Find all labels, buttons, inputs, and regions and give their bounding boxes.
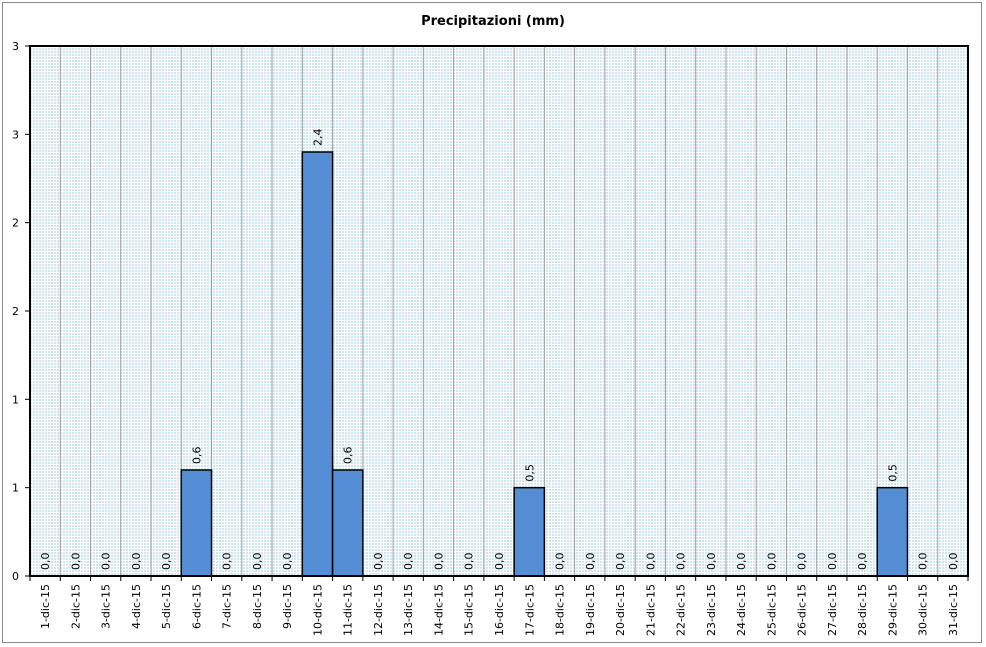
bar-10-dic-15 (301, 151, 334, 577)
data-label-16-dic-15: 0,0 (493, 553, 506, 571)
x-tick-label-31-dic-15: 31-dic-15 (947, 584, 960, 636)
data-label-14-dic-15: 0,0 (432, 553, 445, 571)
y-tick-label: 3 (12, 128, 19, 141)
x-axis-ticks: 1-dic-15 2-dic-15 3-dic-15 4-dic-15 5-dic-15… (29, 576, 969, 636)
bar-29-dic-15 (876, 486, 909, 577)
x-tick-label-28-dic-15: 28-dic-15 (856, 584, 869, 636)
x-tick-label-24-dic-15: 24-dic-15 (735, 584, 748, 636)
data-label-19-dic-15: 0,0 (584, 553, 597, 571)
data-label-12-dic-15: 0,0 (372, 553, 385, 571)
data-label-4-dic-15: 0,0 (130, 553, 143, 571)
data-label-23-dic-15: 0,0 (705, 553, 718, 571)
x-tick-label-26-dic-15: 26-dic-15 (796, 584, 809, 636)
x-tick-label-22-dic-15: 22-dic-15 (675, 584, 688, 636)
data-label-31-dic-15: 0,0 (947, 553, 960, 571)
data-label-15-dic-15: 0,0 (463, 553, 476, 571)
x-tick-label-5-dic-15: 5-dic-15 (160, 584, 173, 629)
y-tick-label: 2 (12, 217, 19, 230)
data-label-13-dic-15: 0,0 (402, 553, 415, 571)
x-tick-label-14-dic-15: 14-dic-15 (432, 584, 445, 636)
bar-6-dic-15 (180, 469, 213, 577)
data-label-5-dic-15: 0,0 (160, 553, 173, 571)
x-tick-label-7-dic-15: 7-dic-15 (221, 584, 234, 629)
x-tick-label-16-dic-15: 16-dic-15 (493, 584, 506, 636)
data-label-25-dic-15: 0,0 (765, 553, 778, 571)
x-tick-label-1-dic-15: 1-dic-15 (39, 584, 52, 629)
data-label-7-dic-15: 0,0 (221, 553, 234, 571)
data-label-6-dic-15: 0,6 (190, 447, 203, 465)
x-tick-label-15-dic-15: 15-dic-15 (463, 584, 476, 636)
data-label-3-dic-15: 0,0 (100, 553, 113, 571)
x-tick-label-23-dic-15: 23-dic-15 (705, 584, 718, 636)
x-tick-label-13-dic-15: 13-dic-15 (402, 584, 415, 636)
data-label-1-dic-15: 0,0 (39, 553, 52, 571)
x-tick-label-11-dic-15: 11-dic-15 (342, 584, 355, 636)
x-tick-label-2-dic-15: 2-dic-15 (69, 584, 82, 629)
y-tick-label: 1 (12, 393, 19, 406)
data-label-9-dic-15: 0,0 (281, 553, 294, 571)
data-label-27-dic-15: 0,0 (826, 553, 839, 571)
data-label-8-dic-15: 0,0 (251, 553, 264, 571)
data-label-10-dic-15: 2,4 (311, 129, 324, 147)
y-tick-label: 2 (12, 305, 19, 318)
x-tick-label-12-dic-15: 12-dic-15 (372, 584, 385, 636)
y-tick-label: 3 (12, 40, 19, 53)
y-tick-label: 0 (12, 570, 19, 583)
x-tick-label-27-dic-15: 27-dic-15 (826, 584, 839, 636)
x-tick-label-30-dic-15: 30-dic-15 (917, 584, 930, 636)
x-tick-label-4-dic-15: 4-dic-15 (130, 584, 143, 629)
x-tick-label-20-dic-15: 20-dic-15 (614, 584, 627, 636)
x-tick-label-6-dic-15: 6-dic-15 (190, 584, 203, 629)
data-label-26-dic-15: 0,0 (796, 553, 809, 571)
x-tick-label-29-dic-15: 29-dic-15 (886, 584, 899, 636)
x-tick-label-9-dic-15: 9-dic-15 (281, 584, 294, 629)
data-label-20-dic-15: 0,0 (614, 553, 627, 571)
bars (180, 151, 909, 577)
bar-11-dic-15 (331, 469, 364, 577)
x-tick-label-19-dic-15: 19-dic-15 (584, 584, 597, 636)
y-tick-label: 1 (12, 482, 19, 495)
x-tick-label-17-dic-15: 17-dic-15 (523, 584, 536, 636)
y-axis-ticks: 0 1 1 2 2 3 3 (12, 40, 30, 583)
data-label-21-dic-15: 0,0 (644, 553, 657, 571)
data-label-11-dic-15: 0,6 (342, 447, 355, 465)
data-label-29-dic-15: 0,5 (886, 464, 899, 482)
data-label-28-dic-15: 0,0 (856, 553, 869, 571)
x-tick-label-8-dic-15: 8-dic-15 (251, 584, 264, 629)
data-label-24-dic-15: 0,0 (735, 553, 748, 571)
plot-border (29, 45, 969, 577)
x-tick-label-21-dic-15: 21-dic-15 (644, 584, 657, 636)
x-tick-label-10-dic-15: 10-dic-15 (311, 584, 324, 636)
plot-area (30, 46, 968, 576)
data-label-17-dic-15: 0,5 (523, 464, 536, 482)
x-tick-label-3-dic-15: 3-dic-15 (100, 584, 113, 629)
bar-17-dic-15 (513, 486, 546, 577)
chart-title: Precipitazioni (mm) (421, 14, 565, 29)
data-label-2-dic-15: 0,0 (69, 553, 82, 571)
data-label-30-dic-15: 0,0 (917, 553, 930, 571)
data-label-22-dic-15: 0,0 (675, 553, 688, 571)
x-tick-label-25-dic-15: 25-dic-15 (765, 584, 778, 636)
data-label-18-dic-15: 0,0 (554, 553, 567, 571)
x-tick-label-18-dic-15: 18-dic-15 (554, 584, 567, 636)
data-labels: 0,0 0,0 0,0 0,0 0,0 0,6 0,0 0,0 0,0 2,4 0,6 0,0 0,0 0… (39, 129, 960, 571)
